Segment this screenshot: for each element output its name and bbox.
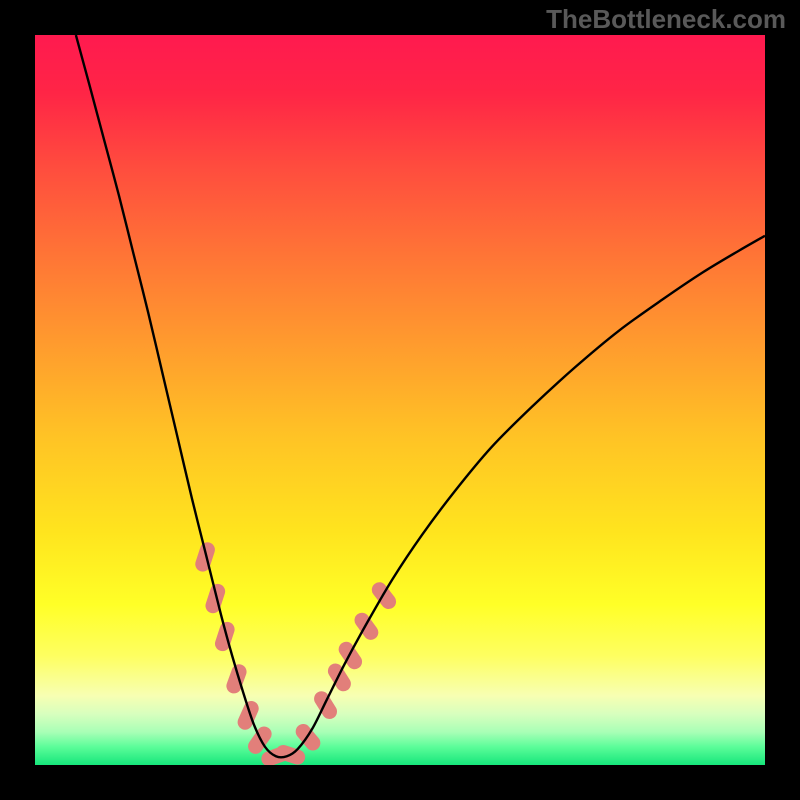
plot-area	[35, 35, 765, 765]
chart-frame: TheBottleneck.com	[0, 0, 800, 800]
chart-svg	[35, 35, 765, 765]
watermark-text: TheBottleneck.com	[546, 4, 786, 35]
gradient-background	[35, 35, 765, 765]
